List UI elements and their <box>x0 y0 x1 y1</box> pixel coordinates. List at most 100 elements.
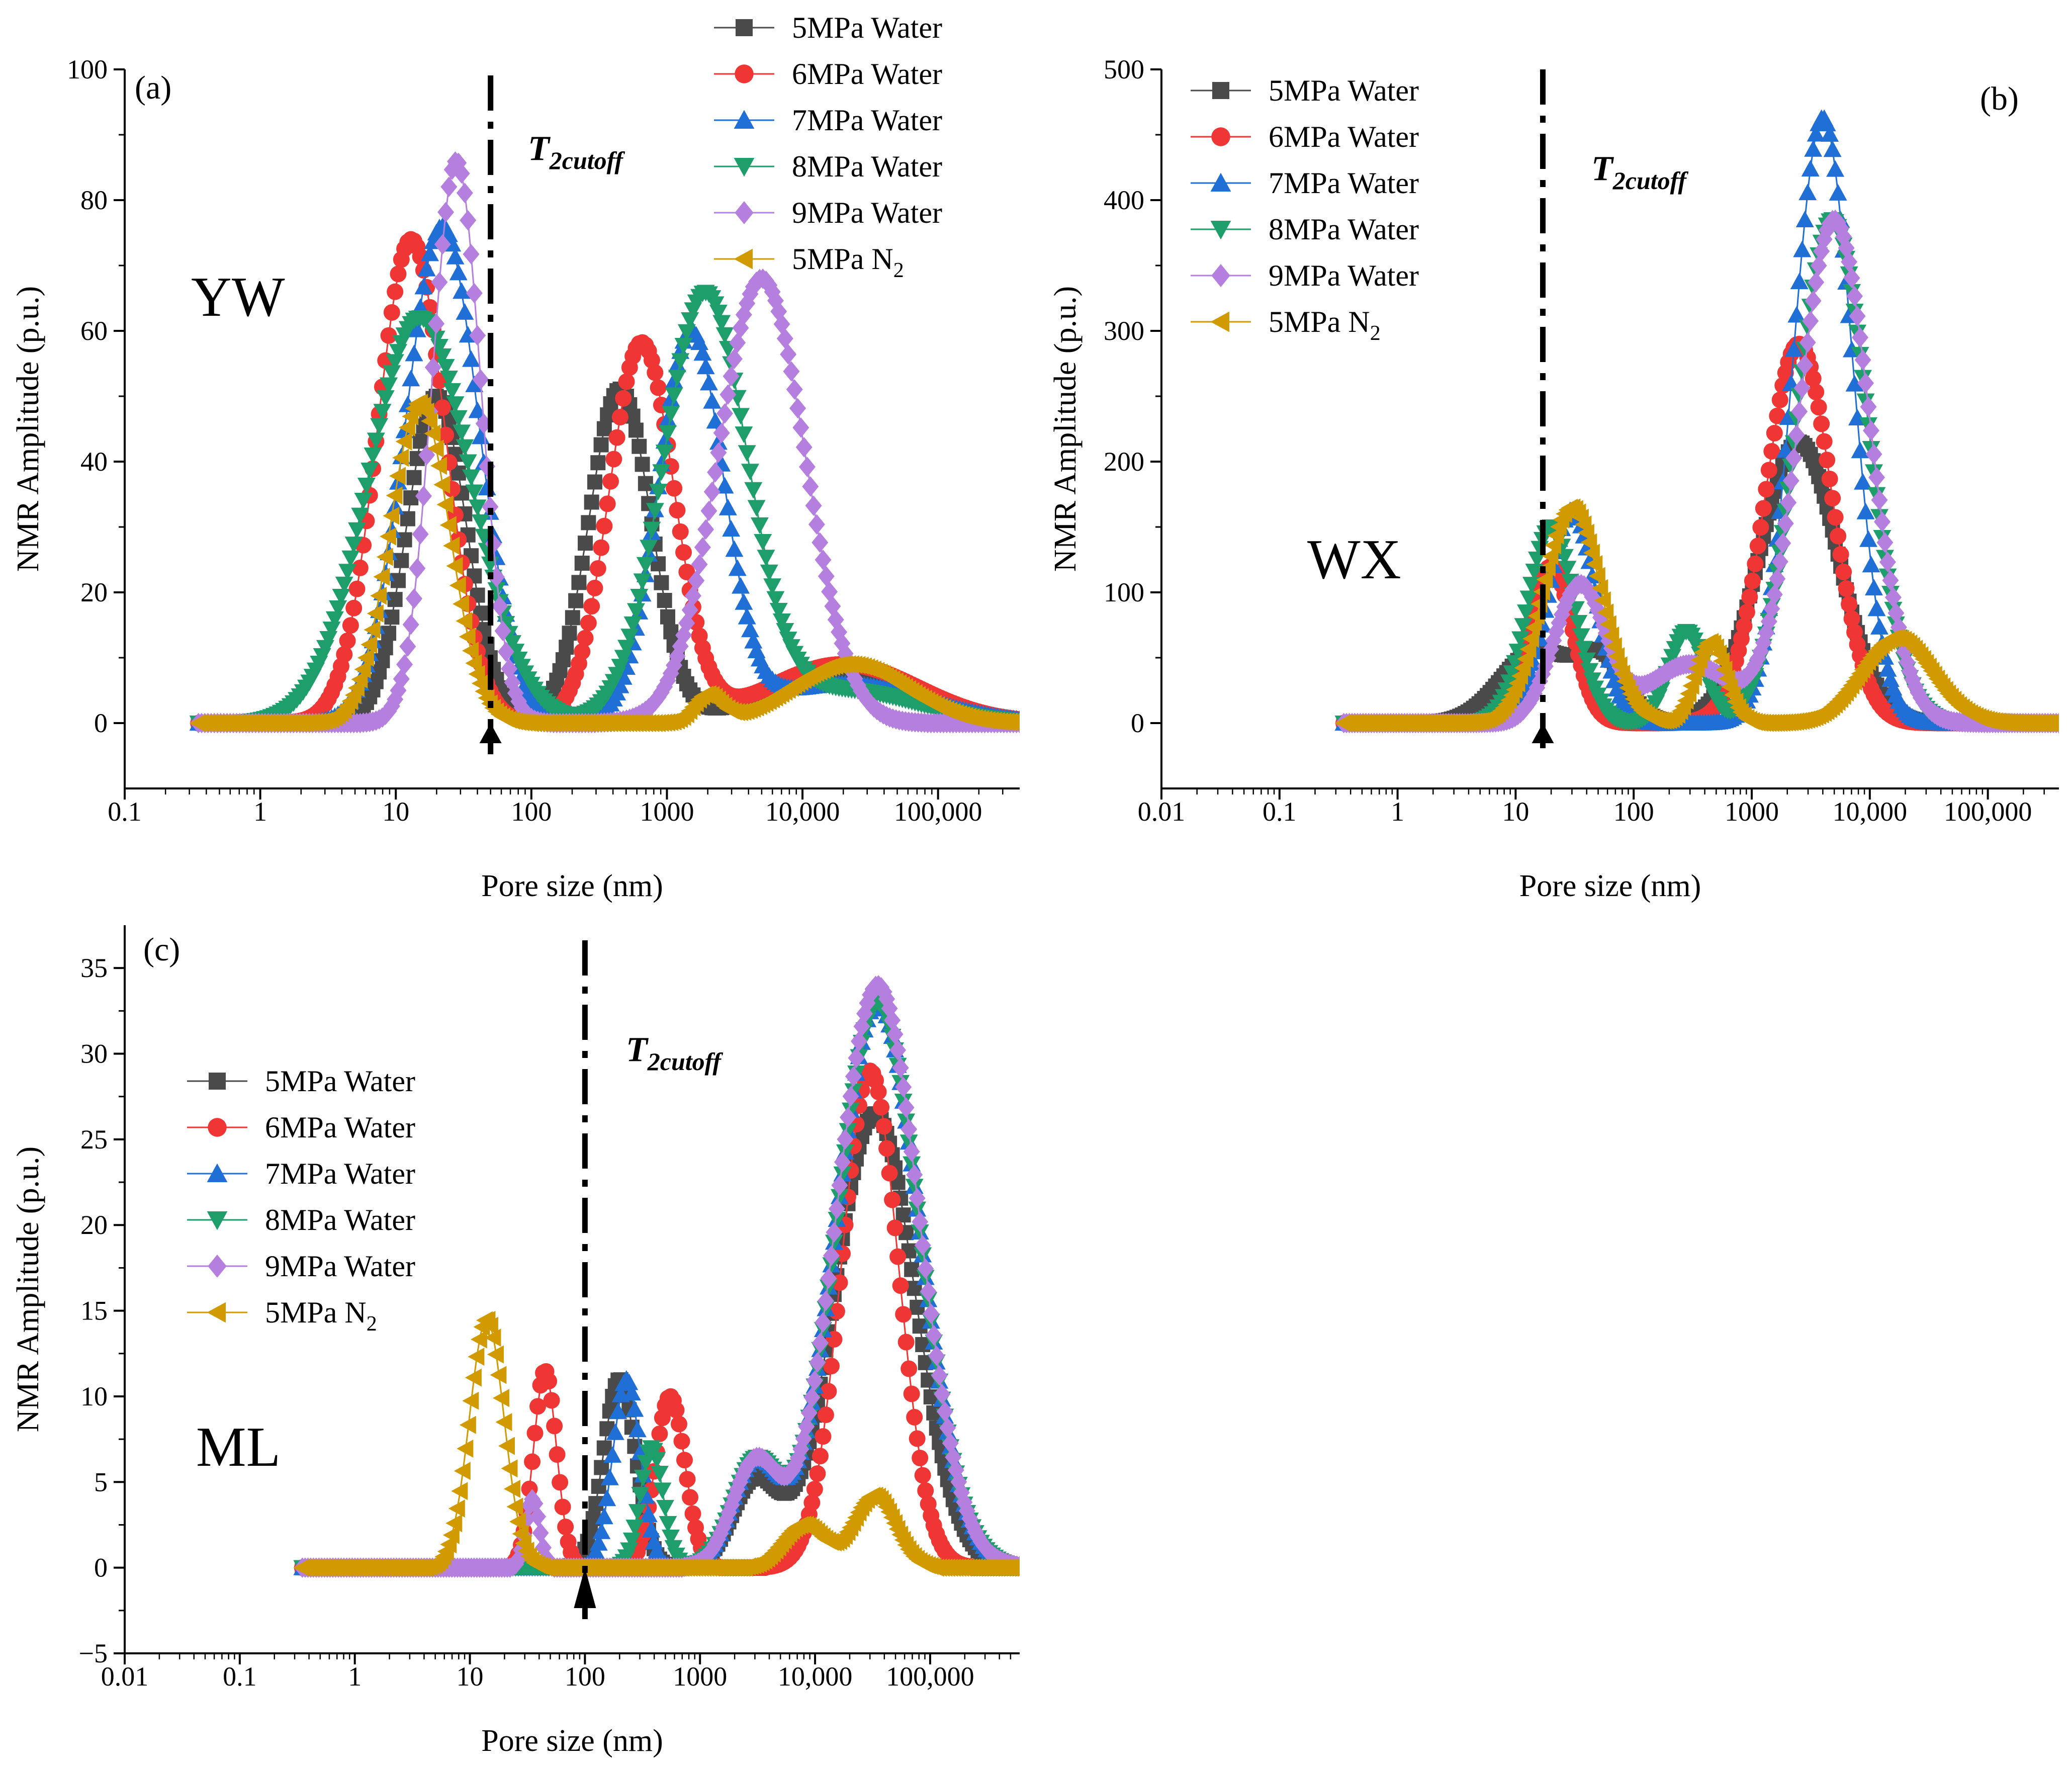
data-point-6mpa-water <box>1843 610 1860 628</box>
data-point-8mpa-water <box>732 408 750 425</box>
legend-label-6mpa-water: 6MPa Water <box>792 57 942 91</box>
data-point-8mpa-water <box>626 603 645 620</box>
data-point-9mpa-water <box>805 495 822 516</box>
data-point-9mpa-water <box>1843 268 1860 289</box>
data-point-5mpa-water <box>638 476 653 491</box>
data-point-7mpa-water <box>696 358 715 375</box>
data-point-5mpa-n2 <box>1542 547 1559 565</box>
y-tick-label: 10 <box>80 1381 108 1411</box>
x-tick-label: 1 <box>348 1661 362 1692</box>
data-point-6mpa-water <box>650 379 667 396</box>
data-point-5mpa-water <box>628 422 644 438</box>
legend-marker-5mpa-n2 <box>734 248 753 270</box>
y-tick-label: 15 <box>80 1296 108 1326</box>
data-point-9mpa-water <box>434 234 451 255</box>
data-point-7mpa-water <box>706 412 725 429</box>
x-tick-label: 100 <box>1613 797 1654 827</box>
data-point-6mpa-water <box>906 1408 923 1426</box>
data-point-8mpa-water <box>668 370 686 387</box>
data-point-6mpa-water <box>383 304 400 321</box>
data-point-7mpa-water <box>1829 184 1847 201</box>
data-point-8mpa-water <box>750 517 769 534</box>
data-point-8mpa-water <box>617 640 636 657</box>
data-point-7mpa-water <box>402 370 420 387</box>
data-point-5mpa-n2 <box>357 649 374 667</box>
data-point-7mpa-water <box>1790 273 1809 290</box>
data-point-9mpa-water <box>494 621 511 642</box>
data-point-5mpa-n2 <box>459 1416 476 1434</box>
data-point-8mpa-water <box>715 327 734 344</box>
data-point-5mpa-water <box>394 553 409 568</box>
data-point-5mpa-n2 <box>451 1482 468 1500</box>
data-point-7mpa-water <box>421 244 439 261</box>
data-point-5mpa-n2 <box>465 1368 482 1387</box>
data-point-9mpa-water <box>792 417 809 438</box>
data-point-9mpa-water <box>1774 533 1791 554</box>
data-point-6mpa-water <box>820 1383 837 1400</box>
data-point-9mpa-water <box>1777 513 1794 534</box>
data-point-8mpa-water <box>709 304 728 321</box>
legend-label-5mpa-n2: 5MPa N2 <box>792 242 904 282</box>
data-point-9mpa-water <box>456 183 473 203</box>
data-point-8mpa-water <box>443 383 462 400</box>
data-point-9mpa-water <box>437 202 455 223</box>
data-point-9mpa-water <box>842 1086 859 1107</box>
legend-marker-7mpa-water <box>734 110 755 129</box>
data-point-6mpa-water <box>903 1385 920 1402</box>
data-point-9mpa-water <box>713 422 730 444</box>
data-point-7mpa-water <box>693 344 712 361</box>
data-point-6mpa-water <box>1769 407 1786 424</box>
t2-cutoff-label: T2cutoff <box>528 129 625 174</box>
data-point-6mpa-water <box>602 473 619 490</box>
data-point-8mpa-water <box>465 484 484 501</box>
data-point-8mpa-water <box>903 1156 921 1173</box>
data-point-9mpa-water <box>688 570 705 591</box>
data-point-9mpa-water <box>831 1175 848 1196</box>
data-point-8mpa-water <box>659 1516 677 1533</box>
x-tick-label: 0.1 <box>108 797 142 827</box>
data-point-9mpa-water <box>823 1245 840 1266</box>
data-point-7mpa-water <box>417 259 436 277</box>
y-tick-label: 25 <box>80 1124 108 1155</box>
data-point-9mpa-water <box>1874 511 1891 532</box>
data-point-5mpa-water <box>660 609 676 625</box>
data-point-8mpa-water <box>661 1529 680 1546</box>
data-point-6mpa-water <box>1744 572 1761 589</box>
data-point-6mpa-water <box>1752 519 1769 536</box>
data-point-5mpa-n2 <box>459 628 476 646</box>
data-point-8mpa-water <box>344 537 363 554</box>
data-point-8mpa-water <box>614 650 633 667</box>
data-point-8mpa-water <box>1514 618 1533 635</box>
y-tick-label: 80 <box>80 185 108 215</box>
y-tick-label: 300 <box>1104 316 1144 346</box>
legend-label-8mpa-water: 8MPa Water <box>1269 213 1419 246</box>
data-point-9mpa-water <box>415 486 432 506</box>
data-point-8mpa-water <box>671 353 690 370</box>
data-point-6mpa-water <box>549 1446 566 1463</box>
data-point-5mpa-n2 <box>484 1329 501 1347</box>
y-tick-label: 40 <box>80 447 108 477</box>
data-point-6mpa-water <box>351 559 369 576</box>
data-point-7mpa-water <box>609 1402 627 1420</box>
data-point-5mpa-n2 <box>370 586 387 605</box>
data-point-6mpa-water <box>823 1358 840 1375</box>
data-point-9mpa-water <box>482 496 499 517</box>
data-point-6mpa-water <box>668 1401 685 1419</box>
data-point-7mpa-water <box>611 676 629 693</box>
data-point-6mpa-water <box>434 399 451 416</box>
data-point-5mpa-n2 <box>433 475 451 494</box>
data-point-5mpa-n2 <box>481 1316 498 1335</box>
data-point-6mpa-water <box>684 1505 701 1522</box>
y-tick-label: 0 <box>94 1553 108 1583</box>
data-point-8mpa-water <box>623 616 642 633</box>
data-point-5mpa-n2 <box>2050 718 2059 728</box>
data-point-9mpa-water <box>1785 448 1803 469</box>
data-point-8mpa-water <box>1522 577 1541 594</box>
data-point-9mpa-water <box>884 1010 901 1031</box>
data-point-7mpa-water <box>595 1508 613 1525</box>
data-point-6mpa-water <box>543 1392 560 1409</box>
y-axis-title: NMR Amplitude (p.u.) <box>11 286 45 572</box>
data-point-9mpa-water <box>906 1164 923 1185</box>
legend-marker-7mpa-water <box>1210 172 1231 192</box>
legend-marker-5mpa-water <box>736 19 753 36</box>
